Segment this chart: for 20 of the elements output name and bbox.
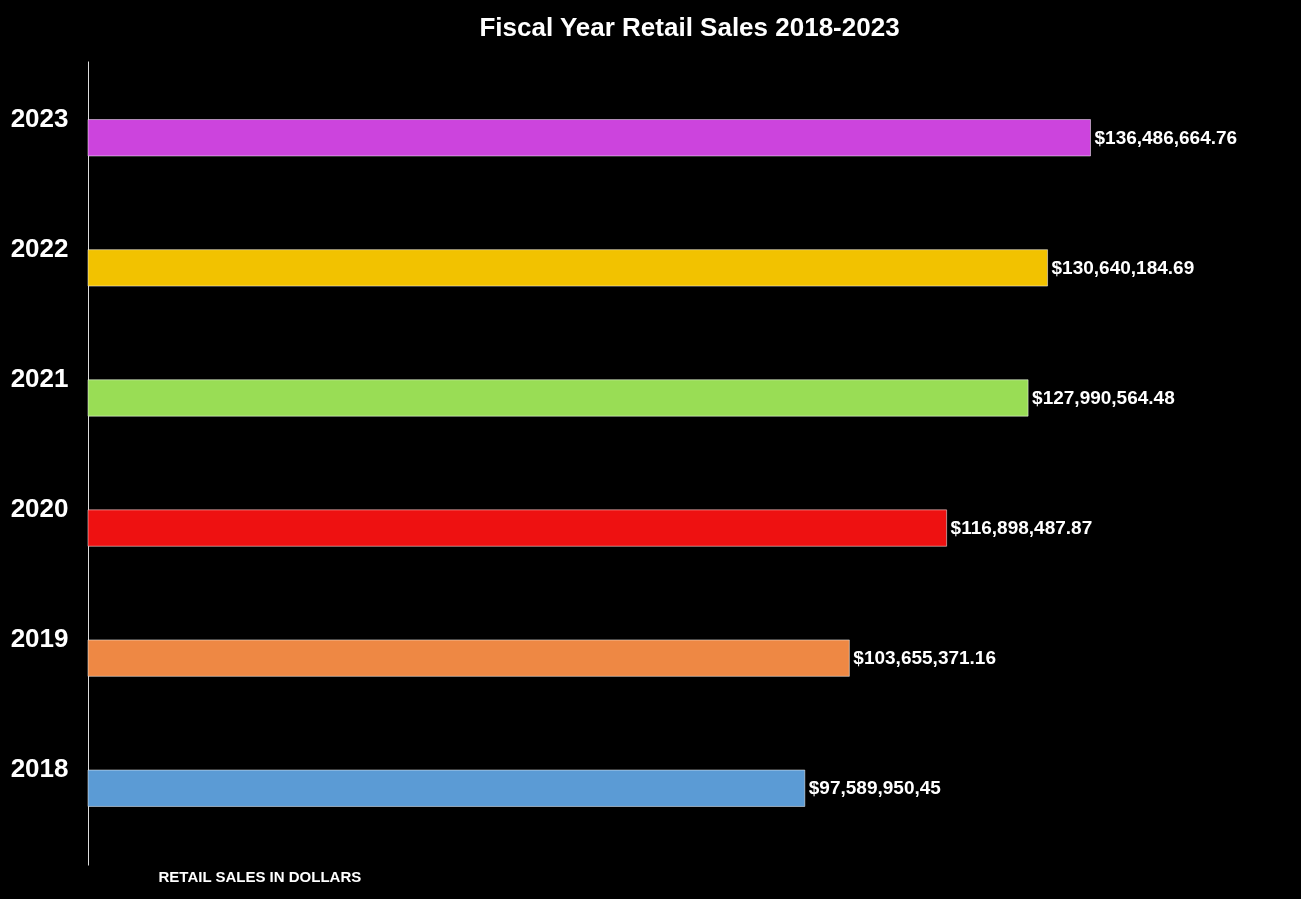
bar [87, 639, 850, 677]
y-tick-label: 2019 [10, 623, 69, 654]
data-label: $97,589,950,45 [808, 777, 942, 799]
bar [87, 119, 1091, 157]
data-label: $130,640,184.69 [1051, 256, 1195, 278]
chart-title: Fiscal Year Retail Sales 2018-2023 [479, 12, 900, 42]
bar [87, 379, 1029, 417]
y-tick-label: 2022 [10, 232, 69, 263]
y-tick-label: 2021 [10, 362, 69, 393]
bar [87, 509, 948, 547]
bar [87, 769, 806, 807]
data-label: $136,486,664.76 [1094, 126, 1238, 148]
data-label: $116,898,487.87 [950, 517, 1093, 539]
y-tick-label: 2023 [10, 102, 69, 133]
data-label: $127,990,564.48 [1032, 386, 1175, 408]
y-tick-label: 2018 [10, 753, 69, 784]
y-tick-label: 2020 [10, 493, 69, 524]
bar [87, 249, 1049, 287]
x-axis-title: RETAIL SALES IN DOLLARS [158, 867, 362, 885]
data-label: $103,655,371.16 [853, 647, 996, 669]
